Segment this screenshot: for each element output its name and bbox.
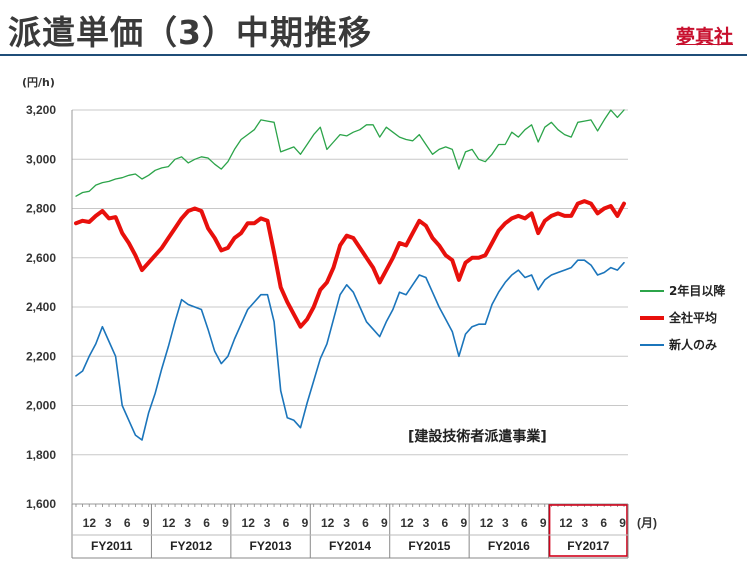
- month-unit-label: (月): [637, 516, 657, 530]
- legend-label: 2年目以降: [669, 283, 726, 298]
- y-unit-label: (円/h): [22, 76, 55, 89]
- x-tick-label: 6: [124, 516, 131, 530]
- x-tick-label: 6: [521, 516, 528, 530]
- series-line: [75, 109, 625, 197]
- y-tick-label: 2,400: [26, 300, 56, 314]
- x-tick-label: 12: [162, 516, 176, 530]
- x-tick-label: 3: [343, 516, 350, 530]
- x-tick-label: 9: [540, 516, 547, 530]
- fiscal-year-label: FY2015: [408, 539, 450, 553]
- legend-label: 新人のみ: [669, 337, 717, 352]
- x-tick-label: 9: [222, 516, 229, 530]
- legend-label: 全社平均: [668, 310, 717, 325]
- y-tick-label: 2,000: [26, 399, 56, 413]
- x-tick-label: 6: [283, 516, 290, 530]
- chart-series: [74, 109, 626, 441]
- fiscal-year-label: FY2014: [329, 539, 371, 553]
- x-tick-label: 6: [600, 516, 607, 530]
- x-tick-label: 3: [581, 516, 588, 530]
- y-tick-label: 2,200: [26, 349, 56, 363]
- chart-annotation: [建設技術者派遣事業]: [408, 428, 547, 445]
- fiscal-year-label: FY2016: [488, 539, 530, 553]
- page-title: 派遣単価（3）中期推移: [8, 13, 372, 52]
- highlight-year-box: [548, 504, 628, 557]
- x-tick-label: 9: [619, 516, 626, 530]
- y-tick-label: 1,600: [26, 497, 56, 511]
- x-tick-label: 9: [143, 516, 150, 530]
- x-tick-label: 12: [559, 516, 573, 530]
- y-tick-label: 2,600: [26, 251, 56, 265]
- fiscal-year-label: FY2011: [91, 539, 133, 553]
- y-axis: 3,200 3,000 2,800 2,600 2,400 2,200 2,000 1,800…: [26, 103, 73, 511]
- x-tick-label: 6: [442, 516, 449, 530]
- brand-logo-text[interactable]: 夢真社: [675, 26, 733, 48]
- x-tick-label: 9: [460, 516, 467, 530]
- title-divider: [0, 54, 747, 56]
- x-tick-label: 12: [242, 516, 256, 530]
- x-tick-label: 6: [362, 516, 369, 530]
- x-tick-label: 3: [184, 516, 191, 530]
- series-line: [75, 259, 625, 441]
- x-tick-label: 3: [105, 516, 112, 530]
- fiscal-year-label: FY2017: [567, 539, 609, 553]
- x-tick-label: 3: [423, 516, 430, 530]
- x-tick-label: 12: [83, 516, 97, 530]
- x-tick-label: 9: [381, 516, 388, 530]
- x-tick-label: 6: [203, 516, 210, 530]
- y-tick-label: 1,800: [26, 448, 56, 462]
- x-tick-label: 3: [502, 516, 509, 530]
- y-tick-label: 3,200: [26, 103, 56, 117]
- y-tick-label: 2,800: [26, 202, 56, 216]
- series-line: [74, 199, 626, 329]
- x-tick-label: 12: [400, 516, 414, 530]
- x-tick-label: 9: [302, 516, 309, 530]
- x-tick-label: 12: [480, 516, 494, 530]
- x-tick-label: 3: [264, 516, 271, 530]
- y-tick-label: 3,000: [26, 152, 56, 166]
- x-tick-label: 12: [321, 516, 335, 530]
- fiscal-year-label: FY2012: [170, 539, 212, 553]
- fiscal-year-label: FY2013: [250, 539, 292, 553]
